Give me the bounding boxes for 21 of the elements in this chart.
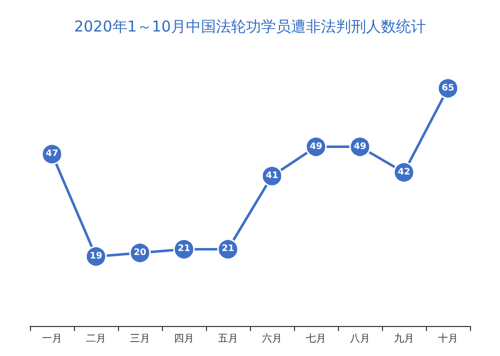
data-label: 21 <box>178 244 190 254</box>
data-label: 49 <box>310 142 322 152</box>
data-label: 42 <box>398 167 410 178</box>
x-tick-label: 八月 <box>350 334 370 344</box>
x-tick-label: 七月 <box>306 332 326 344</box>
x-tick-label: 十月 <box>438 332 458 344</box>
data-label: 20 <box>134 248 146 258</box>
data-label: 49 <box>354 142 366 152</box>
x-tick-label: 五月 <box>218 334 238 344</box>
x-tick-label: 九月 <box>394 332 414 344</box>
x-tick-label: 四月 <box>174 334 194 344</box>
x-tick-label: 一月 <box>42 334 62 344</box>
x-tick-label: 二月 <box>86 334 106 344</box>
data-label: 19 <box>90 252 102 262</box>
x-tick-label: 六月 <box>262 332 282 344</box>
data-label: 21 <box>222 244 234 254</box>
chart-title: 2020年1～10月中国法轮功学员遭非法判刑人数统计 <box>74 18 426 36</box>
x-tick-label: 三月 <box>130 334 150 344</box>
data-label: 65 <box>442 83 454 94</box>
data-label: 41 <box>266 171 278 182</box>
data-label: 47 <box>46 149 58 160</box>
